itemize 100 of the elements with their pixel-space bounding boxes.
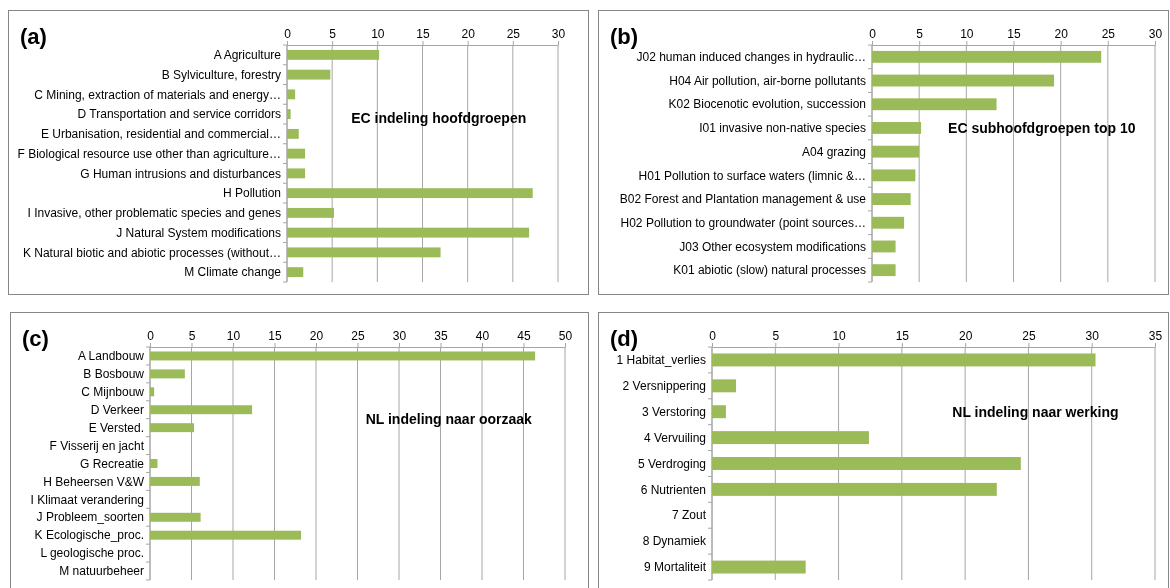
- y-tick-label: B Sylviculture, forestry: [161, 67, 281, 82]
- text: (c): [22, 326, 49, 351]
- y-tick-label: I Klimaat verandering: [30, 492, 144, 507]
- bar: [872, 98, 997, 111]
- x-tick-label: 15: [895, 329, 910, 343]
- bar: [287, 247, 441, 258]
- bar: [150, 351, 536, 361]
- x-tick-label: 20: [461, 27, 476, 41]
- bar: [287, 207, 334, 218]
- x-tick-label: 50: [558, 329, 573, 343]
- y-tick-label: B Bosbouw: [83, 367, 145, 382]
- bar: [287, 188, 533, 199]
- bar: [150, 423, 194, 433]
- y-tick-label: H Beheersen V&W: [43, 474, 145, 489]
- bar: [287, 69, 331, 80]
- y-tick-label: D Verkeer: [90, 402, 144, 417]
- y-tick-label: F Biological resource use other than agriculture…: [17, 146, 281, 161]
- x-tick-label: 35: [1148, 329, 1163, 343]
- x-tick-label: 30: [551, 27, 566, 41]
- x-tick-label: 10: [832, 329, 847, 343]
- x-tick-label: 10: [226, 329, 241, 343]
- bar: [872, 216, 905, 229]
- x-tick-label: 45: [517, 329, 531, 343]
- bar: [150, 476, 200, 486]
- bar: [287, 128, 299, 139]
- text: EC indeling hoofdgroepen: [351, 110, 527, 127]
- y-tick-label: A Landbouw: [77, 349, 145, 364]
- text: NL indeling naar werking: [952, 403, 1119, 420]
- text: (b): [610, 24, 639, 49]
- y-tick-label: G Human intrusions and disturbances: [80, 166, 281, 181]
- y-tick-label: C Mijnbouw: [81, 385, 145, 400]
- x-tick-label: 30: [1085, 329, 1100, 343]
- x-tick-label: 5: [188, 329, 196, 343]
- bar: [872, 169, 916, 182]
- text: NL indeling naar oorzaak: [365, 410, 533, 427]
- bar: [872, 50, 1102, 63]
- bar: [150, 512, 201, 522]
- y-tick-label: C Mining, extraction of materials and energy…: [34, 87, 281, 102]
- y-tick-label: 6 Nutrienten: [640, 482, 706, 497]
- bar: [872, 264, 896, 277]
- y-tick-label: M natuurbeheer: [59, 564, 144, 579]
- y-tick-label: M Climate change: [184, 265, 282, 280]
- bar: [872, 145, 920, 158]
- x-tick-label: 0: [869, 27, 877, 41]
- bar: [150, 405, 253, 415]
- x-tick-label: 10: [960, 27, 974, 41]
- bar: [712, 379, 737, 393]
- y-tick-label: K02 Biocenotic evolution, succession: [668, 97, 866, 112]
- y-tick-label: F Visserij en jacht: [49, 438, 145, 453]
- y-tick-label: K01 abiotic (slow) natural processes: [673, 263, 866, 278]
- y-tick-label: A Agriculture: [213, 48, 282, 63]
- x-tick-label: 25: [351, 329, 365, 343]
- y-tick-label: I01 invasive non-native species: [699, 121, 866, 136]
- x-tick-label: 30: [392, 329, 407, 343]
- bar: [150, 387, 155, 397]
- bar: [150, 459, 158, 468]
- y-tick-label: B02 Forest and Plantation management & use: [619, 192, 867, 207]
- bar: [712, 405, 726, 419]
- y-tick-label: E Versted.: [88, 420, 144, 435]
- x-tick-label: 0: [284, 27, 292, 41]
- y-tick-label: H04 Air pollution, air-borne pollutants: [669, 73, 866, 88]
- y-tick-label: 3 Verstoring: [641, 404, 706, 419]
- x-tick-label: 20: [309, 329, 324, 343]
- y-tick-label: J02 human induced changes in hydraulic…: [636, 50, 866, 65]
- y-tick-label: G Recreatie: [79, 456, 145, 471]
- bar: [287, 109, 291, 120]
- x-tick-label: 15: [416, 27, 430, 41]
- y-tick-label: H02 Pollution to groundwater (point sources…: [620, 215, 866, 230]
- x-tick-label: 20: [958, 329, 973, 343]
- bar: [150, 369, 185, 379]
- bar: [712, 457, 1021, 470]
- bar: [872, 74, 1055, 87]
- y-tick-label: J Probleem_soorten: [36, 510, 144, 525]
- text: (d): [610, 326, 639, 351]
- bar: [287, 168, 306, 179]
- x-tick-label: 35: [434, 329, 448, 343]
- x-tick-label: 25: [1101, 27, 1116, 41]
- x-tick-label: 5: [329, 27, 337, 41]
- y-tick-label: D Transportation and service corridors: [77, 107, 281, 122]
- y-tick-label: I Invasive, other problematic species and genes: [27, 206, 281, 221]
- y-tick-label: K Natural biotic and abiotic processes (without…: [22, 245, 281, 260]
- y-tick-label: 5 Verdroging: [637, 456, 706, 471]
- bar: [287, 267, 304, 278]
- y-tick-label: K Ecologische_proc.: [34, 528, 144, 543]
- y-tick-label: 2 Versnippering: [622, 379, 706, 394]
- x-tick-label: 0: [709, 329, 717, 343]
- y-tick-label: 8 Dynamiek: [642, 534, 707, 549]
- y-tick-label: H01 Pollution to surface waters (limnic &…: [638, 168, 866, 183]
- bar: [287, 89, 296, 100]
- x-tick-label: 20: [1054, 27, 1069, 41]
- bar: [712, 482, 997, 496]
- x-tick-label: 40: [475, 329, 490, 343]
- x-tick-label: 25: [1022, 329, 1036, 343]
- bar: [287, 148, 306, 159]
- x-tick-label: 25: [506, 27, 521, 41]
- y-tick-label: A04 grazing: [801, 144, 866, 159]
- x-tick-label: 5: [916, 27, 924, 41]
- y-tick-label: 7 Zout: [671, 508, 707, 523]
- y-tick-label: E Urbanisation, residential and commercial…: [40, 127, 281, 142]
- x-tick-label: 15: [1007, 27, 1021, 41]
